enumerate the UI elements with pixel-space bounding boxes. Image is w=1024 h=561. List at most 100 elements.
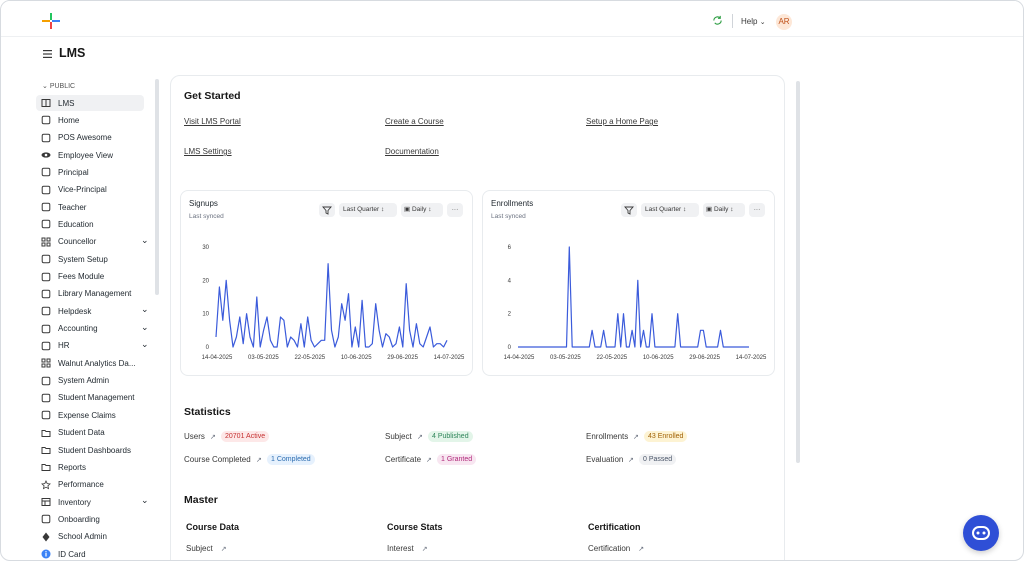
sidebar-item-system-admin[interactable]: System Admin xyxy=(36,373,144,389)
interval-select[interactable]: ▣ Daily ↕ xyxy=(401,203,443,217)
sidebar-item-id-card[interactable]: ID Card xyxy=(36,546,144,560)
documentation-link[interactable]: Documentation xyxy=(385,147,439,156)
grid-icon xyxy=(41,237,51,247)
setup-home-page-link[interactable]: Setup a Home Page xyxy=(586,117,659,126)
arrow-up-right-icon: ↗ xyxy=(638,546,645,553)
sidebar-item-label: Teacher xyxy=(58,202,87,212)
page-title: LMS xyxy=(59,46,86,60)
sidebar-item-home[interactable]: Home xyxy=(36,112,144,128)
chevron-down-icon[interactable]: ⌄ xyxy=(141,321,149,332)
stat-label-certificate[interactable]: Certificate xyxy=(385,455,422,464)
stat-label-evaluation[interactable]: Evaluation xyxy=(586,455,624,464)
sidebar-item-label: System Admin xyxy=(58,376,110,386)
chevron-down-icon: ⌄ xyxy=(42,83,48,90)
sidebar-item-label: Accounting xyxy=(58,324,98,334)
filter-button[interactable] xyxy=(621,203,637,217)
stat-label-users[interactable]: Users xyxy=(184,432,205,441)
sidebar-item-label: Expense Claims xyxy=(58,410,116,420)
sidebar-item-expense-claims[interactable]: Expense Claims xyxy=(36,407,144,423)
sidebar-item-walnut-analytics-da[interactable]: Walnut Analytics Da... xyxy=(36,355,144,371)
arrow-up-right-icon[interactable]: ↗ xyxy=(426,457,432,464)
master-link-certification[interactable]: Certification ↗ xyxy=(588,544,644,553)
sidebar-item-fees-module[interactable]: Fees Module xyxy=(36,269,144,285)
lms-settings-link[interactable]: LMS Settings xyxy=(184,147,232,156)
sidebar-item-label: HR xyxy=(58,341,70,351)
avatar[interactable]: AR xyxy=(776,14,792,30)
sidebar-item-system-setup[interactable]: System Setup xyxy=(36,251,144,267)
sidebar-item-helpdesk[interactable]: Helpdesk ⌄ xyxy=(36,303,149,319)
sidebar-item-principal[interactable]: Principal xyxy=(36,164,144,180)
sidebar-item-label: System Setup xyxy=(58,254,108,264)
sidebar-item-student-management[interactable]: Student Management xyxy=(36,390,144,406)
sidebar-item-pos-awesome[interactable]: POS Awesome xyxy=(36,130,144,146)
sidebar-item-label: Walnut Analytics Da... xyxy=(58,358,136,368)
more-options-button[interactable]: ··· xyxy=(447,203,463,217)
more-options-button[interactable]: ··· xyxy=(749,203,765,217)
x-tick-label: 10-06-2025 xyxy=(341,355,372,361)
sidebar-item-label: Library Management xyxy=(58,289,132,299)
stat-label-enrollments[interactable]: Enrollments xyxy=(586,432,629,441)
visit-lms-portal-link[interactable]: Visit LMS Portal xyxy=(184,117,241,126)
sidebar-item-hr[interactable]: HR ⌄ xyxy=(36,338,149,354)
interval-select[interactable]: ▣ Daily ↕ xyxy=(703,203,745,217)
master-link-subject[interactable]: Subject ↗ xyxy=(186,544,227,553)
briefcase-icon xyxy=(41,324,51,333)
filter-icon xyxy=(322,206,332,215)
sidebar-item-councellor[interactable]: Councellor ⌄ xyxy=(36,234,149,250)
create-course-link[interactable]: Create a Course xyxy=(385,117,444,126)
chat-support-button[interactable] xyxy=(963,515,999,551)
main-scrollbar[interactable] xyxy=(796,81,800,463)
chevron-updown-icon: ↕ xyxy=(728,206,734,213)
sidebar-item-teacher[interactable]: Teacher xyxy=(36,199,144,215)
topbar-divider xyxy=(732,14,733,28)
chevron-down-icon[interactable]: ⌄ xyxy=(141,495,149,506)
stat-label-subject[interactable]: Subject xyxy=(385,432,412,441)
sidebar-item-student-dashboards[interactable]: Student Dashboards xyxy=(36,442,144,458)
hamburger-menu-icon[interactable] xyxy=(43,50,52,58)
chevron-down-icon[interactable]: ⌄ xyxy=(141,234,149,245)
sidebar-item-lms[interactable]: LMS xyxy=(36,95,144,111)
diamond-icon xyxy=(42,532,50,542)
arrow-up-right-icon[interactable]: ↗ xyxy=(256,457,262,464)
sidebar-item-label: Student Data xyxy=(58,428,105,438)
sidebar-item-onboarding[interactable]: Onboarding xyxy=(36,511,144,527)
arrow-up-right-icon[interactable]: ↗ xyxy=(417,434,423,441)
app-logo-icon[interactable] xyxy=(42,13,60,29)
sidebar-item-vice-principal[interactable]: Vice-Principal xyxy=(36,182,144,198)
date-range-select[interactable]: Last Quarter ↕ xyxy=(641,203,699,217)
sidebar-item-performance[interactable]: Performance xyxy=(36,477,144,493)
sidebar-item-employee-view[interactable]: Employee View xyxy=(36,147,144,163)
master-heading: Master xyxy=(184,494,218,506)
sidebar-item-label: Reports xyxy=(58,462,87,472)
arrow-up-right-icon: ↗ xyxy=(220,546,227,553)
sidebar-item-education[interactable]: Education xyxy=(36,216,144,232)
sidebar-item-reports[interactable]: Reports xyxy=(36,459,144,475)
sidebar-item-inventory[interactable]: Inventory ⌄ xyxy=(36,494,149,510)
book-open-icon xyxy=(41,202,51,212)
sidebar-item-school-admin[interactable]: School Admin xyxy=(36,529,144,545)
chevron-down-icon[interactable]: ⌄ xyxy=(141,304,149,315)
filter-button[interactable] xyxy=(319,203,335,217)
refresh-icon[interactable] xyxy=(712,15,723,26)
chevron-updown-icon: ↕ xyxy=(426,206,432,213)
book-icon xyxy=(41,99,51,107)
help-dropdown[interactable]: Help ⌄ xyxy=(741,17,766,26)
arrow-up-right-icon[interactable]: ↗ xyxy=(210,434,216,441)
grid-icon xyxy=(41,358,51,368)
sidebar-item-student-data[interactable]: Student Data xyxy=(36,425,144,441)
sidebar-section-public[interactable]: ⌄ PUBLIC xyxy=(42,82,75,90)
stat-label-course-completed[interactable]: Course Completed xyxy=(184,455,251,464)
arrow-up-right-icon[interactable]: ↗ xyxy=(633,434,639,441)
chevron-down-icon[interactable]: ⌄ xyxy=(141,338,149,349)
date-range-select[interactable]: Last Quarter ↕ xyxy=(339,203,397,217)
sidebar-item-accounting[interactable]: Accounting ⌄ xyxy=(36,321,149,337)
chevron-updown-icon: ↕ xyxy=(379,206,385,213)
chat-icon xyxy=(972,526,990,540)
sidebar-item-label: Fees Module xyxy=(58,272,105,281)
sidebar-scrollbar[interactable] xyxy=(155,79,159,295)
x-tick-label: 14-07-2025 xyxy=(736,355,767,361)
sidebar-item-library-management[interactable]: Library Management xyxy=(36,286,144,302)
master-link-interest[interactable]: Interest ↗ xyxy=(387,544,428,553)
arrow-up-right-icon[interactable]: ↗ xyxy=(628,457,634,464)
chevron-down-icon: ⌄ xyxy=(759,19,766,26)
